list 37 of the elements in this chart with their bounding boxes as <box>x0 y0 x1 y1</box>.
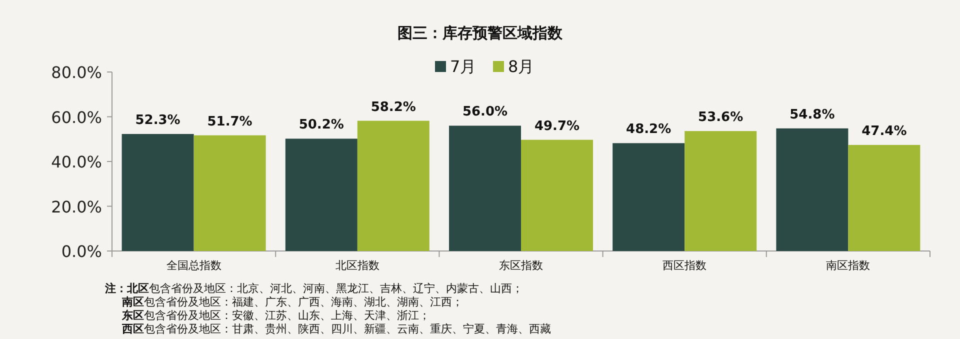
legend-label: 8月 <box>508 57 534 76</box>
bar <box>612 143 685 251</box>
y-tick-label: 60.0% <box>51 108 102 127</box>
data-label: 54.8% <box>790 107 835 122</box>
x-tick-label: 西区指数 <box>662 259 707 272</box>
data-label: 58.2% <box>370 100 416 115</box>
x-tick-label: 东区指数 <box>499 259 543 272</box>
data-label: 53.6% <box>698 110 744 126</box>
bar <box>776 128 848 251</box>
y-tick-label: 0.0% <box>61 242 102 261</box>
data-label: 47.4% <box>862 124 907 139</box>
x-tick-label: 北区指数 <box>335 259 380 272</box>
x-tick-label: 全国总指数 <box>166 259 222 272</box>
bar <box>449 126 521 251</box>
text: 注：北区包含省份及地区：北京、河北、河南、黑龙江、吉林、辽宁、内蒙古、山西； <box>104 282 523 295</box>
data-label: 52.3% <box>135 112 180 128</box>
bar <box>848 144 920 251</box>
y-tick-label: 40.0% <box>51 152 102 172</box>
bar <box>285 138 358 251</box>
data-label: 51.7% <box>207 114 252 130</box>
text: 东区包含省份及地区：安徽、江苏、山东、上海、天津、浙江； <box>121 309 430 322</box>
chart-title: 图三：库存预警区域指数 <box>398 24 564 42</box>
bar <box>357 120 430 251</box>
legend-label: 7月 <box>450 57 476 76</box>
bar <box>194 135 266 251</box>
text: 南区包含省份及地区：福建、广东、广西、海南、湖北、湖南、江西； <box>121 296 463 308</box>
data-label: 50.2% <box>298 118 344 133</box>
text: 西区包含省份及地区：甘肃、贵州、陕西、四川、新疆、云南、重庆、宁夏、青海、西藏 <box>121 322 551 336</box>
data-label: 48.2% <box>626 122 672 138</box>
y-tick-label: 80.0% <box>51 63 102 82</box>
data-label: 56.0% <box>462 104 508 120</box>
y-tick-label: 20.0% <box>51 197 102 216</box>
bar <box>122 134 194 251</box>
bar <box>684 131 757 251</box>
x-tick-label: 南区指数 <box>826 259 870 272</box>
bar <box>521 140 593 251</box>
data-label: 49.7% <box>534 118 580 134</box>
